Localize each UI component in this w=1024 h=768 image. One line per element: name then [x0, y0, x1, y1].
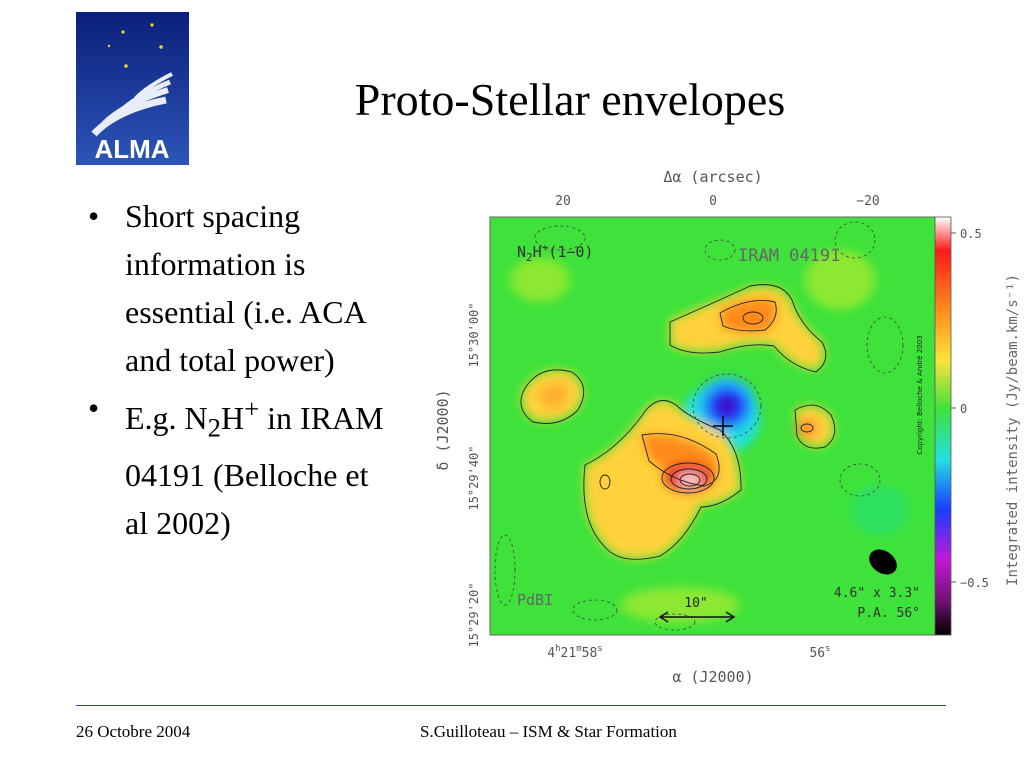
- bottom-tick-label: 4h21m58s: [547, 644, 602, 661]
- top-tick-label: 20: [555, 194, 571, 209]
- line-label: N2H+(1−0): [517, 241, 593, 264]
- star-icons: [107, 23, 163, 68]
- bottom-axis-label: α (J2000): [672, 668, 753, 686]
- colorbar-label: Integrated intensity (Jy/beam.km/s⁻¹): [1005, 274, 1021, 586]
- footer-divider: [76, 705, 946, 706]
- top-axis-label: Δα (arcsec): [663, 168, 762, 186]
- copyright-label: Copyright: Belloche & André 2003: [916, 335, 924, 454]
- colorbar-ticks: [951, 232, 956, 583]
- left-tick-label: 15°29'20": [467, 582, 481, 647]
- instrument-label: PdBI: [517, 591, 553, 609]
- intensity-map-figure: Δα (arcsec) 20 0 −20 δ (J2000) 15°30'00"…: [434, 168, 1021, 686]
- scale-bar-label: 10": [684, 596, 707, 611]
- beam-size-label: 4.6" x 3.3": [834, 586, 920, 601]
- bullet-list: Short spacing information is essential (…: [88, 192, 388, 547]
- scale-bar: [658, 611, 736, 623]
- colorbar-tick-label: 0.5: [960, 227, 982, 241]
- left-tick-label: 15°29'40": [467, 445, 481, 510]
- bottom-tick-label: 56s: [809, 644, 830, 661]
- left-axis-label: δ (J2000): [434, 389, 452, 470]
- bullet-text: Short spacing information is essential (…: [125, 198, 365, 378]
- logo-text: ALMA: [94, 134, 169, 164]
- negative-contours: [494, 221, 904, 631]
- bullet-text: E.g. N2H+ in IRAM 04191 (Belloche et al …: [125, 393, 384, 542]
- top-tick-label: 0: [709, 194, 717, 209]
- alma-logo: ALMA: [76, 12, 189, 165]
- bullet-item: Short spacing information is essential (…: [88, 192, 388, 384]
- beam-ellipse: [869, 549, 897, 575]
- colorbar-tick-label: −0.5: [960, 576, 989, 590]
- dish-icon: [91, 72, 173, 137]
- position-angle-label: P.A. 56°: [857, 606, 920, 621]
- contour-lines: [520, 284, 836, 560]
- source-position-marker: [713, 416, 733, 436]
- colorbar-tick-label: 0: [960, 402, 967, 416]
- top-tick-label: −20: [856, 194, 879, 209]
- footer-date: 26 Octobre 2004: [76, 722, 191, 741]
- colorbar: [934, 216, 952, 636]
- source-label: IRAM 04191: [738, 246, 840, 266]
- footer-credit: S.Guilloteau – ISM & Star Formation: [420, 722, 677, 741]
- intensity-map: [490, 217, 936, 635]
- bullet-item: E.g. N2H+ in IRAM 04191 (Belloche et al …: [88, 384, 388, 547]
- left-tick-label: 15°30'00": [467, 302, 481, 367]
- slide-title: Proto-Stellar envelopes: [354, 74, 786, 125]
